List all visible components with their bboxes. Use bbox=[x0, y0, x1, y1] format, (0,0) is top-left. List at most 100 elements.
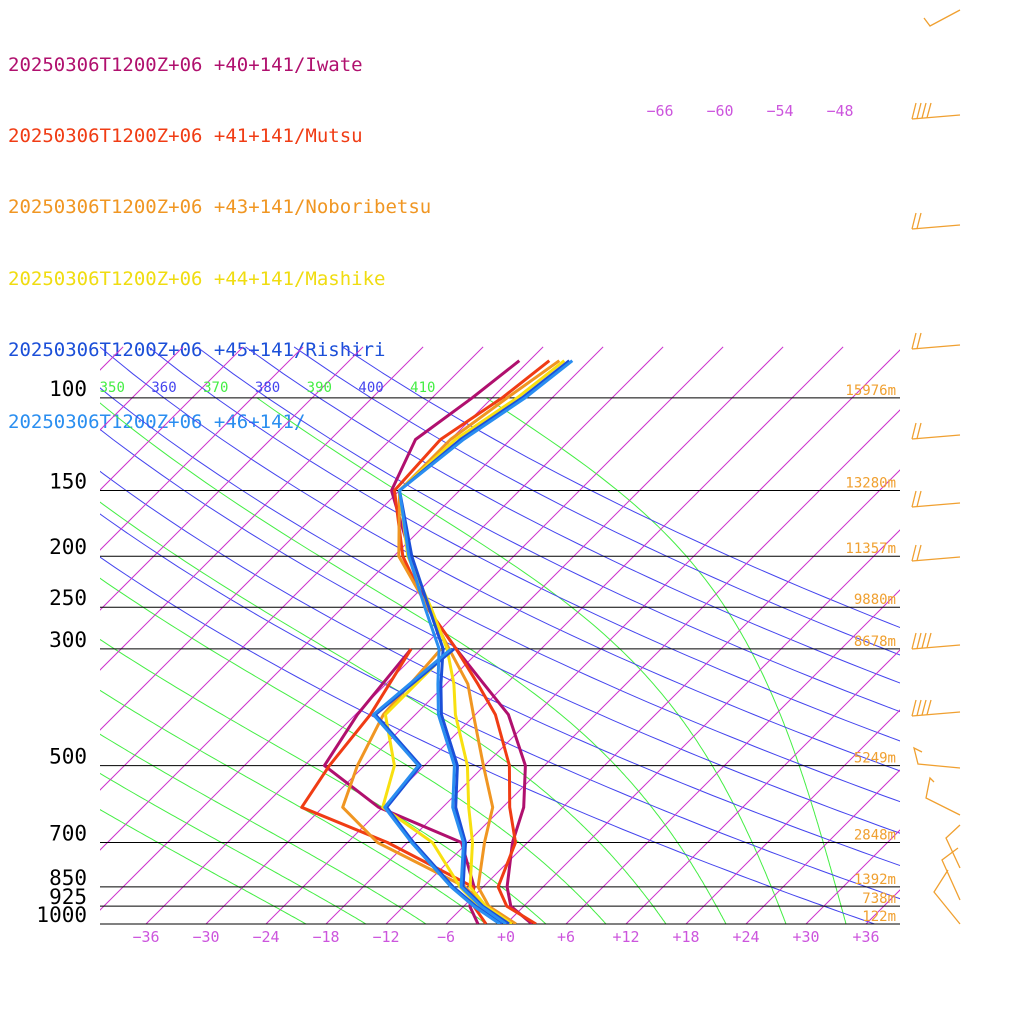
height-label: 122m bbox=[862, 909, 896, 925]
moist-adiabat-line bbox=[100, 402, 727, 924]
dry-adiabat-line bbox=[196, 346, 900, 713]
wind-barb-icon bbox=[911, 434, 961, 440]
isotherm-line bbox=[625, 649, 900, 924]
isotherm-line bbox=[100, 346, 184, 431]
wind-barb-flag bbox=[926, 632, 932, 648]
legend-entry-iwate: 20250306T1200Z+06 +40+141/Iwate bbox=[8, 53, 363, 76]
theta-tick-label: 390 bbox=[307, 380, 332, 396]
wind-barb-flag bbox=[911, 699, 917, 717]
dry-adiabat-line bbox=[100, 387, 900, 803]
wind-barb-flag bbox=[911, 544, 917, 562]
wind-barb-flag bbox=[916, 699, 922, 716]
isotherm-line bbox=[745, 769, 900, 924]
temperature-tick-label: −30 bbox=[192, 928, 219, 946]
wind-barb-flag bbox=[916, 632, 922, 649]
pressure-tick-label: 150 bbox=[49, 470, 87, 494]
upper-temperature-tick-label: −66 bbox=[646, 102, 673, 120]
wind-barb-flag bbox=[916, 544, 922, 561]
dry-adiabat-line bbox=[100, 556, 877, 924]
wind-barb-icon bbox=[911, 556, 961, 562]
temperature-tick-label: +18 bbox=[672, 928, 699, 946]
temperature-tick-label: −36 bbox=[132, 928, 159, 946]
temperature-tick-label: +24 bbox=[732, 928, 759, 946]
moist-adiabat-line bbox=[486, 397, 847, 924]
isotherm-line bbox=[205, 346, 784, 924]
wind-barb-icon bbox=[911, 502, 961, 508]
wind-barb-flag bbox=[911, 422, 917, 440]
temperature-tick-label: +36 bbox=[852, 928, 879, 946]
wind-barb-icon bbox=[911, 644, 961, 650]
height-label: 1392m bbox=[854, 872, 896, 888]
dry-adiabat-line bbox=[148, 346, 900, 742]
temperature-line-noboribetsu bbox=[397, 359, 561, 924]
wind-barb-flag bbox=[916, 490, 922, 507]
temperature-tick-label: −12 bbox=[372, 928, 399, 946]
theta-tick-label: 380 bbox=[255, 380, 280, 396]
pressure-tick-label: 200 bbox=[49, 535, 87, 559]
wind-barbs bbox=[911, 9, 961, 925]
isobars bbox=[100, 397, 900, 925]
pressure-tick-label: 250 bbox=[49, 586, 87, 610]
wind-barb-icon bbox=[933, 869, 961, 925]
dry-adiabat-line bbox=[293, 346, 900, 656]
wind-barb-icon bbox=[913, 746, 961, 769]
isotherm-line bbox=[100, 346, 604, 851]
wind-barb-flag bbox=[916, 332, 922, 349]
moist-adiabat-line bbox=[100, 501, 667, 924]
pressure-tick-label: 100 bbox=[49, 377, 87, 401]
isotherm-line bbox=[265, 346, 844, 924]
wind-barb-flag bbox=[911, 212, 917, 230]
moist-adiabat-line bbox=[100, 809, 307, 924]
isotherm-line bbox=[926, 347, 1024, 924]
legend-entry-mashike: 20250306T1200Z+06 +44+141/Mashike bbox=[8, 267, 386, 290]
pressure-tick-label: 300 bbox=[49, 628, 87, 652]
isotherm-line bbox=[385, 409, 900, 924]
pressure-tick-label: 1000 bbox=[36, 903, 87, 927]
dry-adiabat-line bbox=[100, 470, 900, 867]
moist-adiabats bbox=[100, 397, 847, 924]
sounding-profiles bbox=[300, 359, 574, 924]
pressure-tick-label: 925 bbox=[49, 885, 87, 909]
isotherm-line bbox=[100, 346, 664, 911]
wind-barb-flag bbox=[921, 102, 927, 119]
temperature-tick-label: +12 bbox=[612, 928, 639, 946]
wind-barb-flag bbox=[921, 699, 927, 716]
wind-barb-flag bbox=[926, 699, 932, 715]
isotherm-line bbox=[100, 346, 304, 551]
temperature-line-mutsu bbox=[393, 359, 551, 924]
isotherm-line bbox=[986, 347, 1024, 924]
pressure-tick-label: 700 bbox=[49, 821, 87, 845]
isotherm-line bbox=[565, 589, 900, 924]
height-label: 738m bbox=[862, 891, 896, 907]
height-label: 5249m bbox=[854, 751, 896, 767]
temperature-tick-label: +30 bbox=[792, 928, 819, 946]
wind-barb-flag bbox=[926, 102, 932, 118]
upper-temperature-tick-label: −48 bbox=[826, 102, 853, 120]
wind-barb-icon bbox=[911, 224, 961, 230]
upper-temperature-tick-label: −60 bbox=[706, 102, 733, 120]
wind-barb-flag bbox=[911, 490, 917, 508]
height-label: 11357m bbox=[845, 541, 896, 557]
legend-entry-noboribetsu: 20250306T1200Z+06 +43+141/Noboribetsu bbox=[8, 196, 432, 219]
dry-adiabat-line bbox=[100, 346, 900, 772]
dewpoint-line-station-6 bbox=[371, 647, 501, 924]
isotherm-line bbox=[100, 346, 364, 611]
height-label: 8678m bbox=[854, 634, 896, 650]
height-label: 2848m bbox=[854, 827, 896, 843]
temperature-tick-label: −24 bbox=[252, 928, 279, 946]
height-labels: 15976m 13280m 11357m 9880m 8678m 5249m 2848m 13… bbox=[845, 383, 896, 925]
isotherm-line bbox=[100, 346, 244, 491]
theta-tick-label: 360 bbox=[151, 380, 176, 396]
temperature-line-station-6 bbox=[398, 359, 574, 924]
dewpoint-line-noboribetsu bbox=[341, 647, 502, 924]
wind-barb-icon bbox=[925, 776, 961, 816]
upper-temperature-tick-label: −54 bbox=[766, 102, 793, 120]
legend: 20250306T1200Z+06 +40+141/Iwate 20250306… bbox=[8, 6, 431, 458]
wind-barb-icon bbox=[941, 847, 961, 901]
legend-entry-mutsu: 20250306T1200Z+06 +41+141/Mutsu bbox=[8, 124, 363, 147]
isotherm-line bbox=[0, 347, 3, 924]
isotherm-line bbox=[505, 529, 900, 924]
temperature-tick-label: +6 bbox=[557, 928, 575, 946]
height-label: 9880m bbox=[854, 592, 896, 608]
